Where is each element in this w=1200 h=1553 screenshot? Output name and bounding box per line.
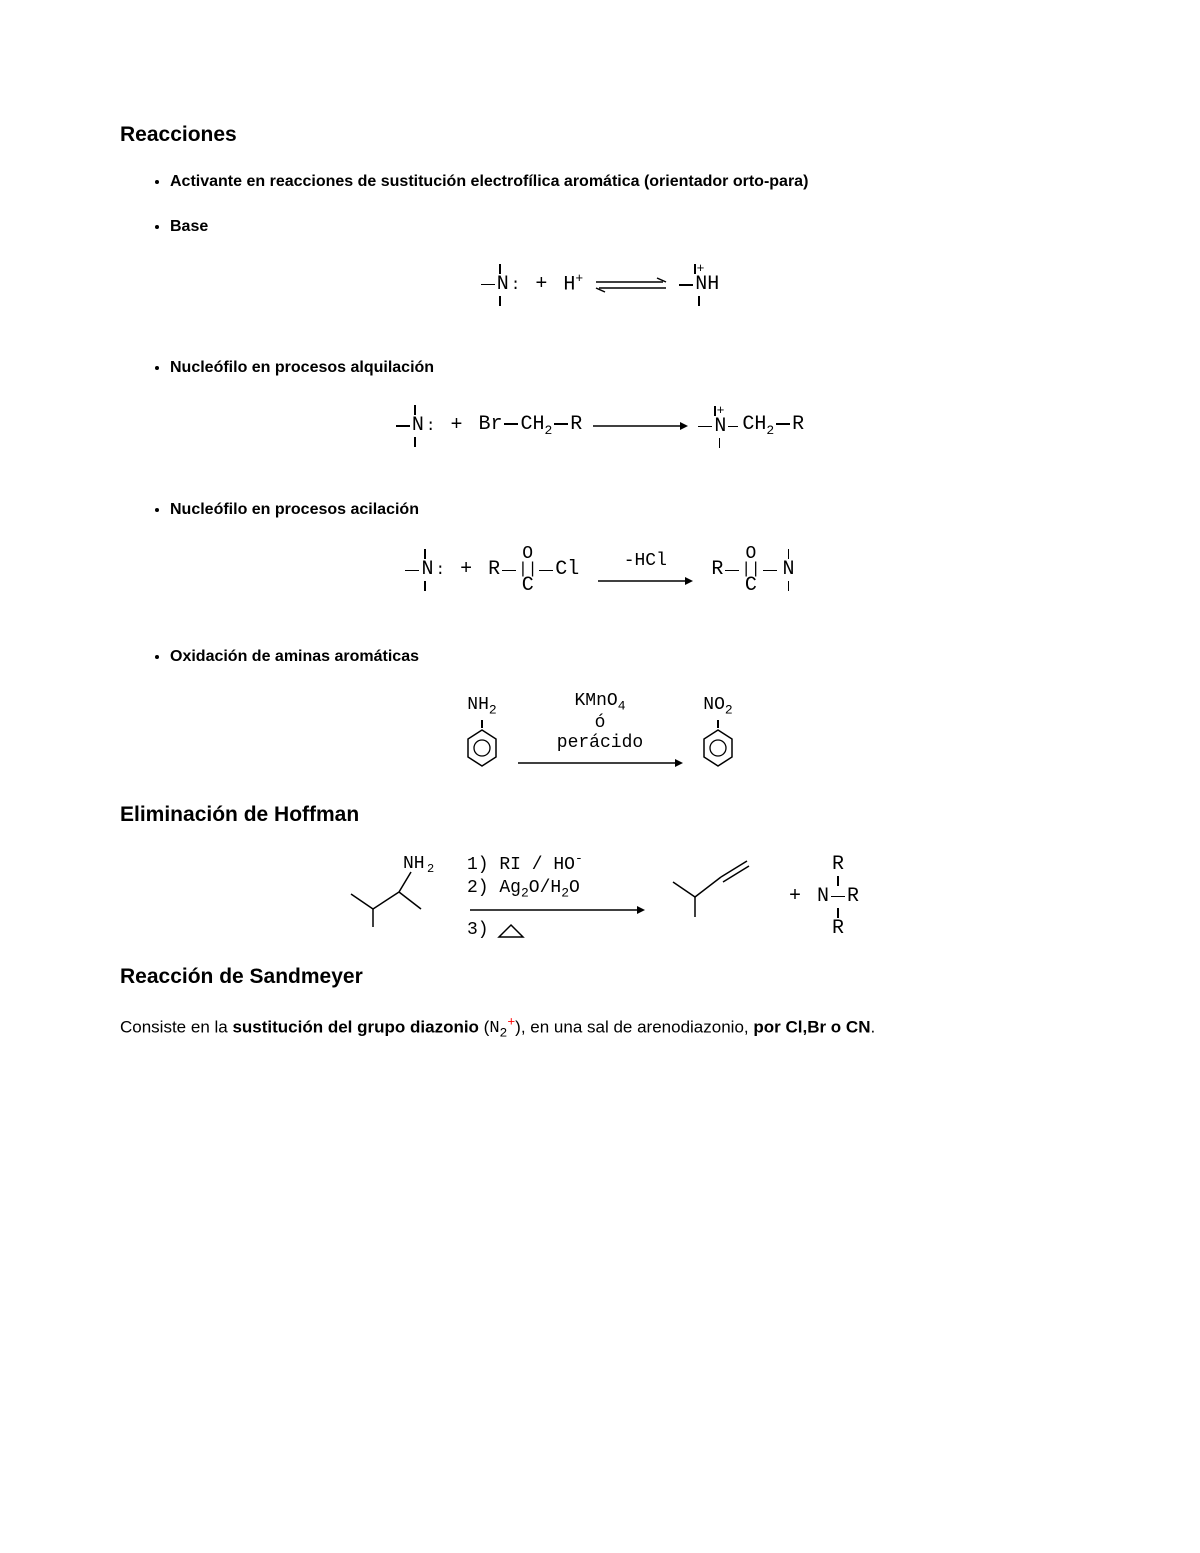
heading-sandmeyer: Reacción de Sandmeyer [120,962,1080,991]
amide-n: N [783,548,795,592]
arrow-oxidation: KMnO4 ó perácido [515,692,685,769]
skeletal-alkene-product [663,859,773,934]
triangle-heat-icon [497,923,525,939]
benzene-ring-icon-2 [701,728,735,768]
equation-acylation: N: + R O || C Cl -HCl R O || [120,545,1080,596]
equation-base: N: + H+ + NH [120,262,1080,307]
svg-text:2: 2 [427,862,434,876]
ammonium-alkyl-product: + N [698,404,740,449]
arrow-icon [590,418,690,434]
bullet-list-3: Nucleófilo en procesos acilación [120,499,1080,521]
equation-oxidation: NH2 KMnO4 ó perácido NO2 [120,692,1080,769]
diazonium-plus-icon: + [507,1015,515,1030]
alkyl-bromide: BrCH2R [478,411,582,440]
label-minus-hcl: -HCl [624,552,667,572]
equation-alkylation: N: + BrCH2R + N CH2R [120,404,1080,449]
amine-reactant-2: N: [396,404,435,448]
bullet-list-4: Oxidación de aminas aromáticas [120,646,1080,668]
equation-hoffman: NH 2 1) RI / HO- 2) Ag2O/H2O 3) [120,851,1080,942]
hoffman-conditions: 1) RI / HO- 2) Ag2O/H2O [467,851,583,903]
nitrobenzene: NO2 [701,693,735,768]
plus-1: + [535,271,547,299]
equilibrium-arrow-icon [591,275,671,295]
nr3-product: R NR R [817,855,859,939]
plus-4: + [789,883,801,911]
sandmeyer-paragraph: Consiste en la sustitución del grupo dia… [120,1014,1080,1043]
ch2r-tail: CH2R [742,411,804,440]
svg-text:NH: NH [403,854,425,874]
benzene-ring-icon [465,728,499,768]
heading-reacciones: Reacciones [120,120,1080,149]
bullet-item-2: Base [170,216,1080,238]
plus-2: + [450,412,462,440]
skeletal-amine-reactant: NH 2 [341,854,451,939]
heading-hoffman: Eliminación de Hoffman [120,800,1080,829]
atom-N: N [497,275,509,295]
amide-product: R O || C [711,545,778,596]
bullet-item-3: Nucleófilo en procesos alquilación [170,357,1080,379]
h-plus: H+ [563,270,583,300]
bullet-item-5: Oxidación de aminas aromáticas [170,646,1080,668]
arrow-with-hcl: -HCl [595,552,695,588]
aniline: NH2 [465,693,499,768]
label-kmno4: KMnO4 ó perácido [557,692,643,753]
arrow-hoffman: 1) RI / HO- 2) Ag2O/H2O 3) [467,851,647,942]
bullet-list-2: Nucleófilo en procesos alquilación [120,357,1080,379]
atom-H: H [707,275,719,295]
acyl-chloride: R O || C Cl [488,545,579,596]
page: Reacciones Activante en reacciones de su… [0,0,1200,1140]
bullet-item-1: Activante en reacciones de sustitución e… [170,171,1080,193]
amine-reactant-3: N: [405,548,444,592]
plus-3: + [460,556,472,584]
amine-reactant: N: [481,263,520,307]
atom-N-2: N [695,275,707,295]
bullet-item-4: Nucleófilo en procesos acilación [170,499,1080,521]
ammonium-product: + NH [679,262,719,307]
bullet-list: Activante en reacciones de sustitución e… [120,171,1080,238]
